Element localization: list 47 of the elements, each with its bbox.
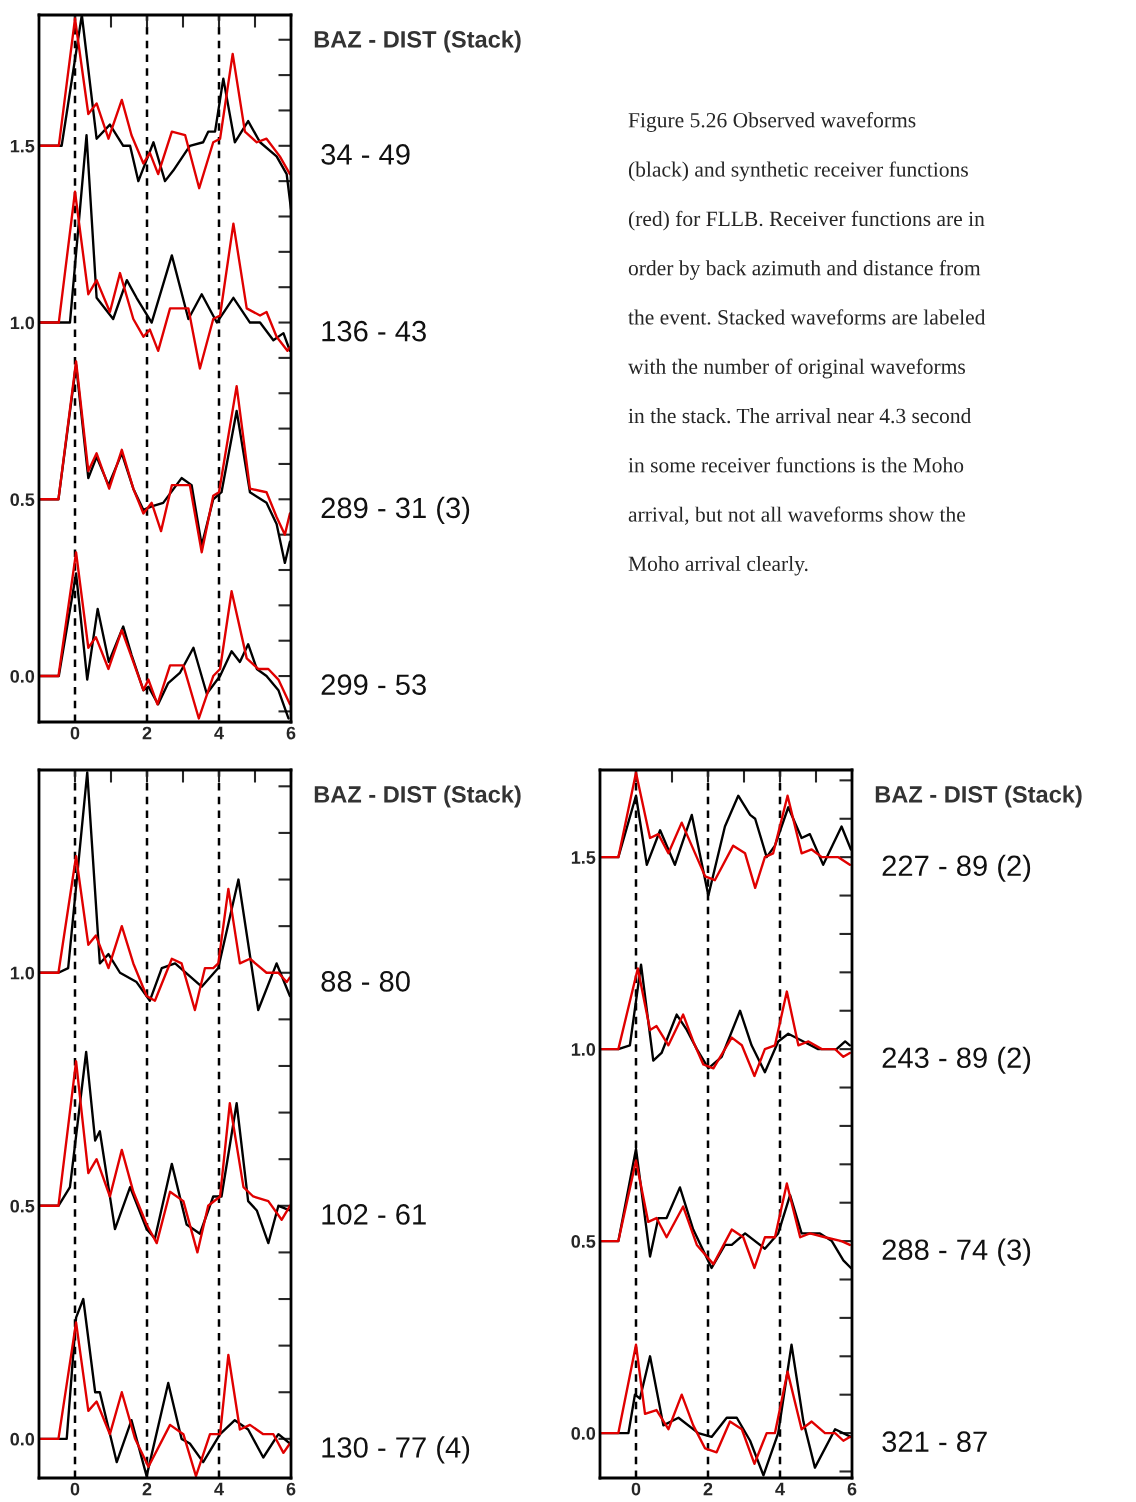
x-tick-label: 0 (70, 1482, 80, 1496)
y-tick-label: 0.5 (10, 493, 35, 507)
text: in some receiver functions is the Moho (628, 457, 964, 473)
series-label: 321 - 87 (882, 1431, 987, 1453)
text: BAZ - DIST (Stack) (875, 785, 1082, 808)
text: order by back azimuth and distance from (628, 260, 981, 280)
series-label: 299 - 53 (321, 674, 426, 695)
x-tick-label: 6 (286, 726, 296, 740)
x-tick-label: 4 (775, 1482, 785, 1496)
series-label: 34 - 49 (321, 144, 410, 165)
y-tick-label: 1.0 (10, 316, 35, 330)
text: arrival, but not all waveforms show the (628, 506, 966, 525)
series-label: 130 - 77 (4) (322, 1436, 470, 1464)
series-label: 227 - 89 (2) (882, 854, 1031, 882)
text: the event. Stacked waveforms are labeled (628, 309, 986, 325)
series-label: 102 - 61 (322, 1204, 426, 1225)
series-label: 136 - 43 (322, 320, 426, 342)
text: (red) for FLLB. Receiver functions are in (628, 210, 985, 231)
text: BAZ - DIST (Stack) (314, 785, 521, 808)
series-label: 243 - 89 (2) (882, 1046, 1031, 1074)
x-tick-label: 4 (214, 1482, 224, 1496)
y-tick-label: 0.5 (10, 1199, 35, 1213)
x-tick-label: 4 (214, 726, 224, 740)
x-tick-label: 2 (142, 726, 152, 740)
text: with the number of original waveforms (628, 358, 965, 379)
y-tick-label: 1.0 (10, 966, 35, 980)
y-tick-label: 1.5 (571, 851, 596, 864)
x-tick-label: 2 (142, 1482, 152, 1496)
y-tick-label: 0.5 (571, 1235, 596, 1248)
x-tick-label: 6 (847, 1482, 857, 1496)
x-tick-label: 0 (631, 1482, 641, 1496)
text: Moho arrival clearly. (628, 555, 808, 576)
y-tick-label: 0.0 (10, 1432, 35, 1446)
caption: Figure 5.26 Observed waveforms (628, 112, 916, 132)
y-tick-label: 0.0 (10, 669, 35, 683)
series-label: 88 - 80 (321, 971, 410, 992)
series-label: 288 - 74 (3) (882, 1238, 1031, 1266)
y-tick-label: 0.0 (571, 1427, 596, 1440)
y-tick-label: 1.0 (571, 1043, 596, 1056)
x-tick-label: 2 (703, 1482, 713, 1496)
x-tick-label: 0 (70, 726, 80, 740)
text: in the stack. The arrival near 4.3 second (628, 408, 972, 424)
x-tick-label: 6 (286, 1482, 296, 1496)
series-label: 289 - 31 (3) (321, 496, 470, 524)
text: BAZ - DIST (Stack) (314, 30, 521, 53)
y-tick-label: 1.5 (10, 139, 35, 153)
text: (black) and synthetic receiver functions (628, 161, 968, 182)
